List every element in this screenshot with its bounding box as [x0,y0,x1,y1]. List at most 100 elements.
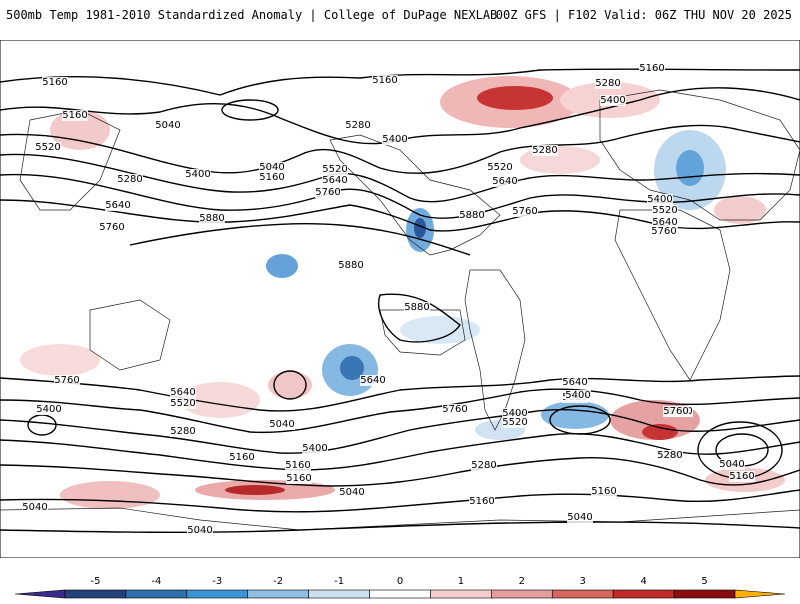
contour-label: 5400 [502,408,527,419]
contour-5520-north [0,153,800,203]
warm-anomaly-asia [714,196,766,224]
contour-label: 5040 [22,502,47,513]
cold-anomaly-pacific-central [266,254,298,278]
contour-label: 5160 [591,486,616,497]
map-border [0,40,800,558]
warm-anomaly-pacific-sw [180,382,260,418]
contour-label-bg [259,162,285,173]
contour-label-bg [36,404,62,415]
colorbar-segment [430,589,492,599]
contour-label-bg [269,419,295,430]
cold-anomaly-siberia-core [676,150,704,186]
australia-outline [89,299,171,371]
contour-label: 5880 [404,302,429,313]
contour-label: 5760 [442,404,467,415]
colorbar-tick-label: 5 [701,576,708,587]
colorbar-segment [491,589,553,599]
contour-label-bg [105,200,131,211]
colorbar-tick-label: -2 [273,576,284,587]
colorbar-tick-label: 1 [457,576,465,587]
contour-label-bg [567,512,593,523]
contour-5400-closed-sa [549,405,611,435]
contour-label-bg [404,302,430,313]
contour-label-bg [286,473,312,484]
contour-label: 5640 [360,375,385,386]
contour-5880-north [129,223,471,256]
contour-label: 5640 [492,176,517,187]
colorbar-tick-label: -5 [90,576,101,587]
south-america-outline [464,269,526,431]
antarctic-peninsula-outline [379,309,466,356]
contour-label: 5640 [170,387,195,398]
contour-label-bg [652,205,678,216]
contour-label: 5280 [170,426,195,437]
contour-label-bg [652,217,678,228]
colorbar-under-triangle [14,589,66,599]
contour-label: 5520 [35,142,60,153]
contour-label-bg [54,375,80,386]
contour-label: 5160 [372,75,397,86]
cold-anomaly-equatorial [400,316,480,344]
contour-label-bg [657,450,683,461]
colorbar-tick-label: 0 [396,576,404,587]
warm-anomaly-indian-west [20,344,100,376]
colorbar-segment [186,589,249,599]
contour-label-bg [719,459,745,470]
contour-label-bg [663,406,689,417]
contour-label-bg [492,176,518,187]
contour-label: 5400 [302,443,327,454]
contour-label-bg [382,134,408,145]
contour-label-bg [502,408,528,419]
contour-label-bg [62,110,88,121]
contour-label: 5160 [62,110,87,121]
contour-label: 5400 [647,194,672,205]
contour-label-bg [99,222,125,233]
contour-label-bg [469,496,495,507]
contour-label: 5280 [657,450,682,461]
contour-label: 5400 [565,390,590,401]
contour-5760-south [0,375,800,412]
contour-label: 5160 [729,471,754,482]
contour-label-bg [372,75,398,86]
chart-title: 500mb Temp 1981-2010 Standardized Anomal… [6,8,498,22]
colorbar-segment [64,589,127,599]
contour-label-bg [651,226,677,237]
warm-anomaly-southern-ocean-core [225,485,285,495]
contour-label: 5040 [259,162,284,173]
contour-label: 5160 [42,77,67,88]
contour-label-bg [487,162,513,173]
contour-label-bg [502,417,528,428]
contour-label-bg [600,95,626,106]
contour-5160-south [0,489,800,513]
contour-label: 5280 [532,145,557,156]
map-panel: 5160 5160 5040 5520 5280 5400 5040 5160 5640 5760… [0,40,800,558]
contour-label-bg [22,502,48,513]
colorbar-segment [247,589,309,599]
contour-label: 5640 [652,217,677,228]
contour-5040-closed-nw [221,99,279,121]
contour-label: 5160 [469,496,494,507]
colorbar-graphic [14,589,786,599]
colorbar-tick-label: 3 [579,576,586,587]
contour-5400-south [0,432,800,471]
contour-label-bg [117,174,143,185]
contour-label: 5520 [652,205,677,216]
contour-label-bg [345,120,371,131]
contour-label: 5520 [170,398,195,409]
contour-label: 5760 [663,406,688,417]
contour-label-bg [532,145,558,156]
colorbar-tick-label: 4 [640,576,647,587]
contour-label: 5040 [155,120,180,131]
contour-label: 5040 [719,459,744,470]
colorbar-over-triangle [734,589,786,599]
contour-label-bg [562,377,588,388]
cold-anomaly-us-west-core [414,218,426,238]
contour-5640-closed-sp [273,370,307,400]
contour-label-bg [442,404,468,415]
contour-label: 5160 [285,460,310,471]
contour-label: 5280 [595,78,620,89]
contour-label-bg [591,486,617,497]
contour-label-bg [170,387,196,398]
contour-label-bg [199,213,225,224]
